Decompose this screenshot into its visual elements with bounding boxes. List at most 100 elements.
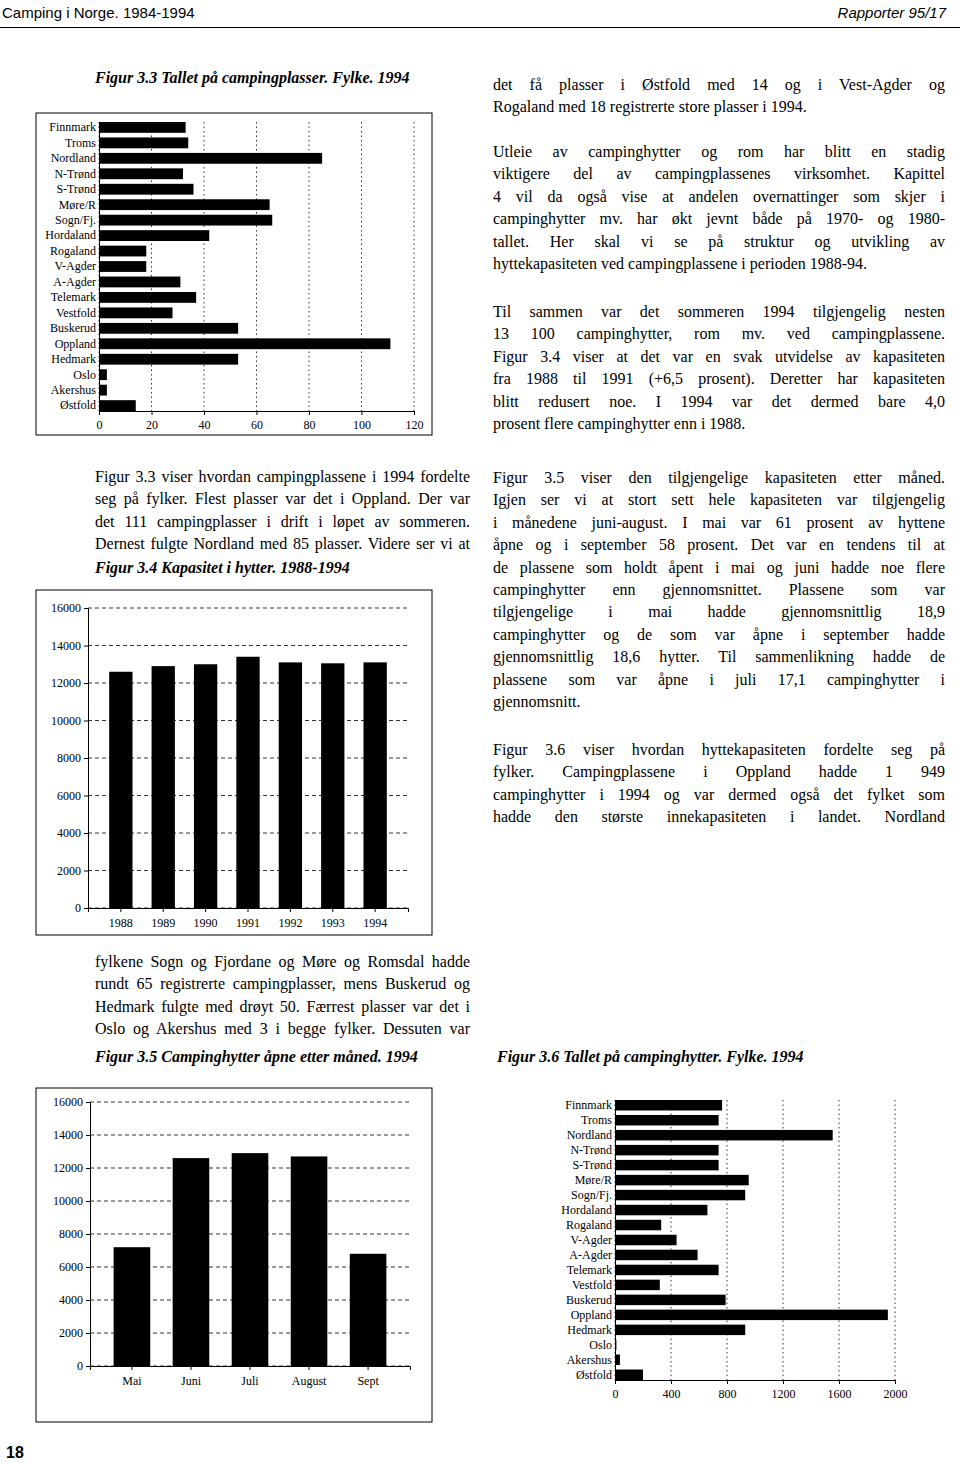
text-line: Til sammen var det sommeren 1994 tilgjen…	[493, 301, 945, 323]
tick: S-Trønd	[56, 182, 99, 196]
tick-mark	[163, 908, 164, 912]
tick: 0	[75, 901, 88, 915]
tick: Oslo	[589, 1338, 615, 1352]
tick-label: Telemark	[51, 290, 96, 304]
bars	[615, 1100, 888, 1380]
tick: Nordland	[51, 151, 99, 165]
tick: 6000	[57, 789, 88, 803]
tick: Rogaland	[566, 1218, 615, 1232]
grid-line	[615, 1100, 616, 1380]
tick: Telemark	[51, 290, 99, 304]
tick-mark	[248, 908, 249, 912]
axis-line	[91, 1367, 411, 1371]
bar	[109, 672, 132, 908]
tick-mark	[152, 411, 153, 415]
tick: Troms	[65, 136, 99, 150]
bar	[99, 230, 209, 241]
tick-label: 14000	[51, 639, 81, 653]
tick-mark	[309, 411, 310, 415]
text-line: Igjen ser vi at stort sett hele kapasite…	[493, 489, 945, 511]
bar	[279, 662, 302, 908]
tick: Akershus	[51, 383, 99, 397]
tick-label: 400	[663, 1387, 681, 1401]
tick: 8000	[57, 751, 88, 765]
tick: 1991	[236, 908, 260, 930]
tick: Juni	[181, 1366, 202, 1388]
text-line: Figur 3.3 viser hvordan campingplassene …	[95, 466, 470, 488]
bars	[99, 122, 390, 411]
tick-label: 6000	[59, 1260, 83, 1274]
chart-title: Figur 3.5 Campinghytter åpne etter måned…	[94, 1048, 418, 1066]
tick: 1990	[194, 908, 218, 930]
text-line: campinghytter og de som var åpne i septe…	[493, 624, 945, 646]
tick-label: Oppland	[55, 337, 96, 351]
chart: Figur 3.5 Campinghytter åpne etter måned…	[36, 1048, 432, 1422]
tick: Møre/R	[575, 1173, 615, 1187]
grid	[615, 1100, 895, 1380]
text-line: Figur 3.5 viser den tilgjengelige kapasi…	[493, 467, 945, 489]
grid-line	[90, 1135, 410, 1136]
tick: 0	[613, 1380, 619, 1401]
tick-label: Buskerud	[566, 1293, 612, 1307]
text-line: seg på fylker. Flest plasser var det i O…	[95, 488, 470, 510]
tick: 80	[304, 411, 316, 432]
bar	[615, 1145, 719, 1155]
tick: August	[292, 1366, 327, 1388]
tick: 8000	[59, 1227, 90, 1241]
text-line: Hedmark fulgte med drøyt 50. Færrest pla…	[95, 996, 470, 1018]
text-line: det få plasser i Østfold med 14 og i Ves…	[493, 74, 945, 96]
tick-mark	[895, 1380, 896, 1384]
tick-label: Vestfold	[56, 306, 96, 320]
tick-mark	[84, 683, 88, 684]
tick-label: Rogaland	[566, 1218, 612, 1232]
charts-canvas: Figur 3.3 Tallet på campingplasser. Fylk…	[0, 0, 960, 1470]
tick-mark	[86, 1366, 90, 1367]
tick: Finnmark	[565, 1098, 615, 1112]
tick-mark	[84, 646, 88, 647]
text-line: campinghytter enn gjennomsnittet. Plasse…	[493, 579, 945, 601]
header-rule	[0, 27, 960, 28]
grid-line	[90, 1102, 410, 1103]
tick: 800	[719, 1380, 737, 1401]
page: Camping i Norge. 1984-1994Rapporter 95/1…	[0, 0, 960, 1470]
tick: Hordaland	[45, 228, 99, 242]
tick-mark	[190, 1366, 191, 1370]
axis-line	[615, 1101, 616, 1381]
tick: 16000	[53, 1095, 90, 1109]
tick-mark	[205, 908, 206, 912]
bar	[236, 657, 259, 908]
text-line: fra 1988 til 1991 (+6,5 prosent). Derett…	[493, 368, 945, 390]
tick-label: 0	[613, 1387, 619, 1401]
tick-label: S-Trønd	[56, 182, 96, 196]
text-line: gjennomsnitt.	[493, 691, 945, 713]
tick-label: Oslo	[589, 1338, 612, 1352]
tick: 1200	[772, 1380, 796, 1401]
tick-mark	[86, 1201, 90, 1202]
grid-line	[151, 122, 152, 411]
tick: Møre/R	[59, 198, 99, 212]
tick-mark	[86, 1234, 90, 1235]
tick: Vestfold	[56, 306, 99, 320]
tick: 1993	[321, 908, 345, 930]
tick-label: 80	[304, 418, 316, 432]
tick-label: 16000	[51, 601, 81, 615]
bar	[152, 666, 175, 908]
bar	[615, 1295, 726, 1305]
tick: N-Trønd	[54, 167, 99, 181]
tick-label: 16000	[53, 1095, 83, 1109]
text-line: åpne og i september 58 prosent. Det var …	[493, 534, 945, 556]
tick-label: Juni	[181, 1374, 202, 1388]
tick: Mai	[122, 1366, 142, 1388]
chart-title: Figur 3.6 Tallet på campinghytter. Fylke…	[496, 1048, 804, 1066]
text-line: viktigere del av campingplassenes virkso…	[493, 163, 945, 185]
text-line: fylker. Campingplassene i Oppland hadde …	[493, 761, 945, 783]
tick-label: 1988	[109, 916, 133, 930]
tick-label: Troms	[65, 136, 96, 150]
text-line: Dernest fulgte Nordland med 85 plasser. …	[95, 533, 470, 555]
tick-label: Juli	[241, 1374, 259, 1388]
tick-label: Oslo	[73, 368, 96, 382]
tick-label: 2000	[59, 1326, 83, 1340]
bar	[99, 307, 173, 318]
tick-label: 8000	[57, 751, 81, 765]
bar	[99, 246, 146, 257]
